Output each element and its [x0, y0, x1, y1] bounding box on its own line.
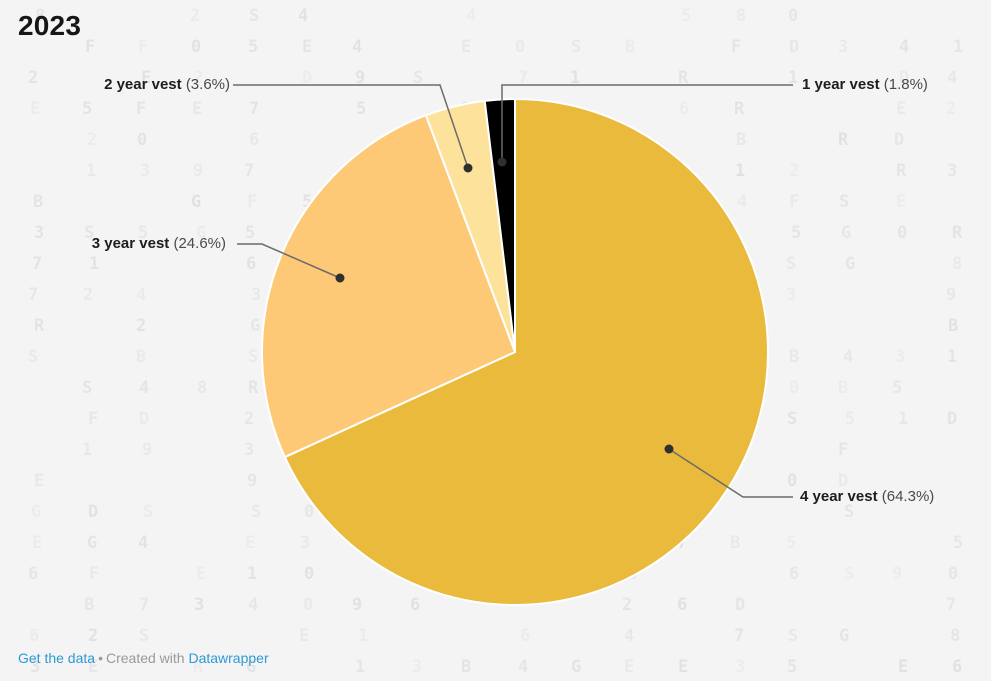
- label-3-year-vest: 3 year vest (24.6%): [92, 234, 226, 254]
- pie-slice-4-year-vest[interactable]: [283, 98, 769, 606]
- pie-slice-3-year-vest[interactable]: [261, 114, 516, 459]
- datawrapper-link[interactable]: Datawrapper: [188, 650, 269, 666]
- label-4-year-vest-name: 4 year vest: [800, 488, 878, 505]
- label-1-year-vest-pct: (1.8%): [883, 76, 928, 93]
- leader-line-3-year-vest: [237, 243, 341, 279]
- chart-title: 2023: [18, 10, 82, 41]
- label-4-year-vest-pct: (64.3%): [881, 488, 935, 505]
- label-3-year-vest-name: 3 year vest: [91, 235, 170, 252]
- label-1-year-vest: 1 year vest (1.8%): [802, 75, 928, 95]
- leader-line-1-year-vest: [501, 84, 793, 162]
- label-2-year-vest: 2 year vest (3.6%): [104, 75, 230, 95]
- label-1-year-vest-name: 1 year vest: [802, 76, 880, 93]
- leader-dot-3-year-vest: [335, 273, 345, 283]
- pie-slices: [261, 98, 769, 606]
- label-2-year-vest-name: 2 year vest: [104, 76, 182, 93]
- label-2-year-vest-pct: (3.6%): [185, 76, 230, 93]
- leader-dot-1-year-vest: [497, 157, 507, 167]
- pie-slice-1-year-vest[interactable]: [483, 98, 516, 353]
- get-the-data-link[interactable]: Get the data: [18, 650, 96, 666]
- callout-leader-lines: [233, 84, 793, 498]
- label-4-year-vest: 4 year vest (64.3%): [800, 487, 934, 507]
- leader-line-2-year-vest: [233, 84, 469, 169]
- leader-line-4-year-vest: [668, 448, 793, 498]
- leader-dot-4-year-vest: [664, 444, 674, 454]
- footer: Get the data • Created with Datawrapper: [18, 649, 269, 667]
- leader-dot-2-year-vest: [463, 163, 473, 173]
- label-3-year-vest-pct: (24.6%): [173, 235, 226, 252]
- footer-created-with: Created with: [105, 650, 185, 666]
- footer-separator: •: [98, 650, 103, 666]
